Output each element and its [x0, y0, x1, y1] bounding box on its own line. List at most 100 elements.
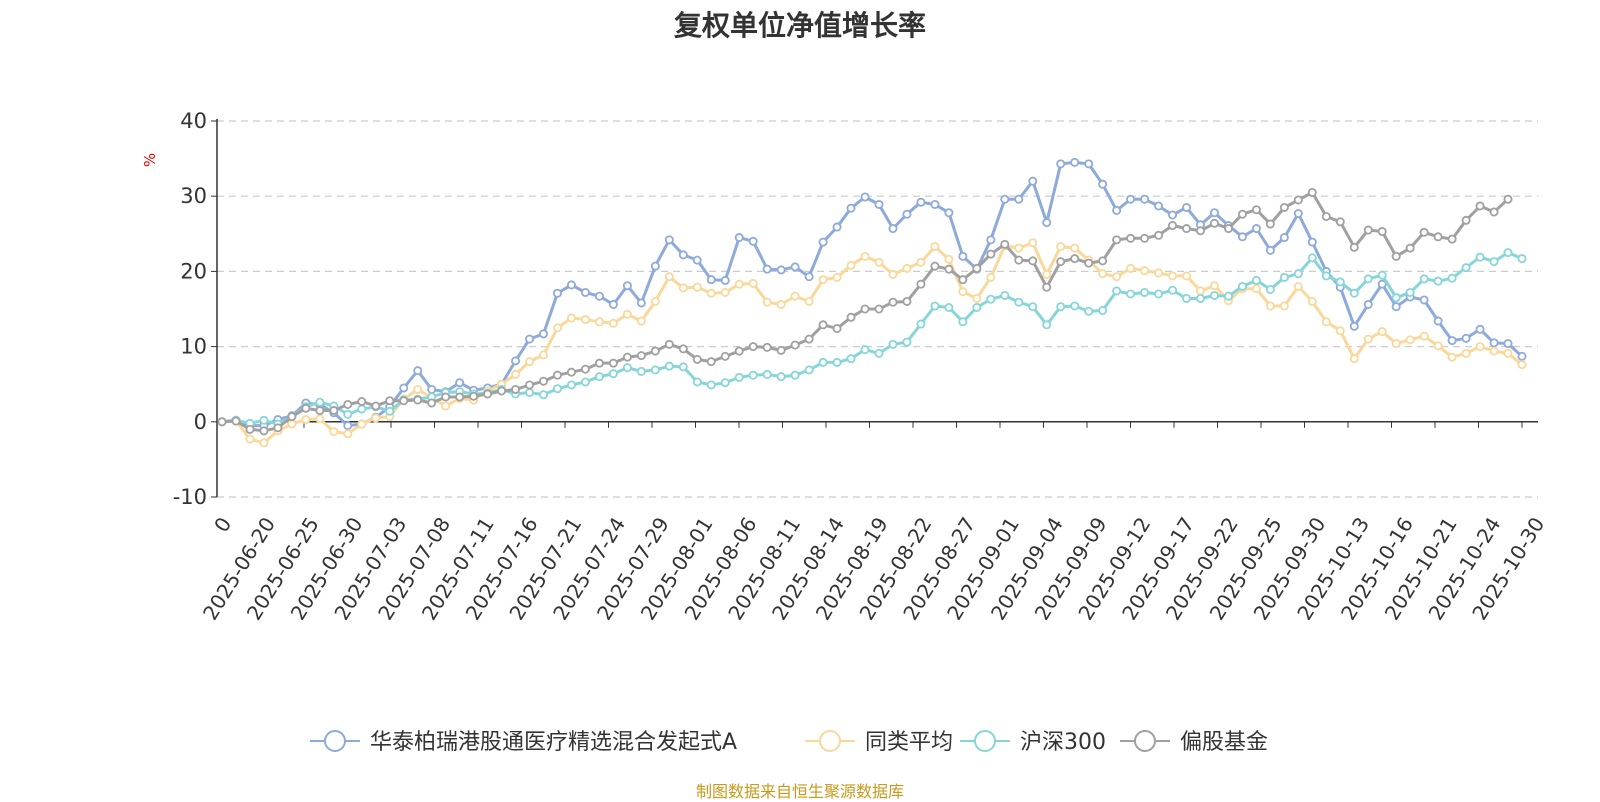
data-point — [1195, 226, 1205, 236]
data-point — [1307, 237, 1317, 247]
data-point — [650, 346, 660, 356]
data-point — [958, 317, 968, 327]
data-point — [804, 296, 814, 306]
data-point — [1503, 339, 1513, 349]
data-point — [1056, 257, 1066, 267]
data-point — [692, 255, 702, 265]
data-point — [1447, 336, 1457, 346]
data-point — [1447, 273, 1457, 283]
data-point — [1223, 224, 1233, 234]
data-point — [1419, 295, 1429, 305]
data-point — [720, 378, 730, 388]
data-point — [511, 356, 521, 366]
data-point — [692, 354, 702, 364]
data-point — [972, 302, 982, 312]
data-point — [1098, 269, 1108, 279]
data-point — [706, 357, 716, 367]
data-point — [1140, 266, 1150, 276]
data-point — [1419, 331, 1429, 341]
data-point — [497, 386, 507, 396]
data-point — [1195, 293, 1205, 303]
data-point — [259, 426, 269, 436]
data-point — [1195, 286, 1205, 296]
footer-source: 制图数据来自恒生聚源数据库 — [695, 782, 904, 801]
data-point — [1140, 287, 1150, 297]
data-point — [1168, 285, 1178, 295]
legend-item: 沪深300 — [960, 730, 1106, 755]
data-point — [650, 296, 660, 306]
data-point — [720, 351, 730, 361]
data-point — [1475, 342, 1485, 352]
data-point — [1503, 194, 1513, 204]
data-point — [469, 391, 479, 401]
data-point — [776, 372, 786, 382]
data-point — [217, 417, 227, 427]
data-point — [1307, 187, 1317, 197]
data-point — [1237, 209, 1247, 219]
data-point — [1363, 299, 1373, 309]
data-point — [902, 209, 912, 219]
data-point — [1517, 360, 1527, 370]
data-point — [1461, 333, 1471, 343]
data-point — [1293, 269, 1303, 279]
data-point — [1461, 215, 1471, 225]
data-point — [580, 287, 590, 297]
data-point — [1126, 233, 1136, 243]
data-point — [762, 369, 772, 379]
data-point — [1349, 321, 1359, 331]
data-point — [1517, 254, 1527, 264]
data-point — [692, 282, 702, 292]
y-tick-label: 30 — [180, 184, 207, 208]
y-tick-label: 40 — [180, 109, 207, 133]
data-point — [1335, 217, 1345, 227]
data-point — [1363, 225, 1373, 235]
data-point — [944, 208, 954, 218]
data-point — [706, 275, 716, 285]
data-point — [1251, 205, 1261, 215]
data-point — [622, 281, 632, 291]
data-point — [664, 272, 674, 282]
data-point — [734, 279, 744, 289]
data-point — [1363, 334, 1373, 344]
data-point — [706, 380, 716, 390]
data-point — [1433, 276, 1443, 286]
data-point — [734, 346, 744, 356]
data-point — [1475, 201, 1485, 211]
data-point — [1168, 271, 1178, 281]
data-point — [511, 384, 521, 394]
data-point — [930, 199, 940, 209]
data-point — [664, 235, 674, 245]
data-point — [958, 287, 968, 297]
data-point — [594, 317, 604, 327]
data-point — [1084, 258, 1094, 268]
data-point — [580, 315, 590, 325]
data-point — [1168, 221, 1178, 231]
data-point — [804, 334, 814, 344]
data-point — [552, 370, 562, 380]
data-point — [636, 351, 646, 361]
data-point — [343, 400, 353, 410]
series-line — [221, 160, 1524, 428]
data-point — [455, 392, 465, 402]
data-point — [1321, 212, 1331, 222]
data-point — [1014, 297, 1024, 307]
data-point — [566, 367, 576, 377]
data-point — [874, 348, 884, 358]
data-point — [1307, 296, 1317, 306]
data-point — [916, 279, 926, 289]
data-point — [1433, 232, 1443, 242]
data-point — [860, 251, 870, 261]
data-point — [413, 366, 423, 376]
data-point — [525, 357, 535, 367]
data-point — [287, 412, 297, 422]
data-point — [1098, 256, 1108, 266]
data-point — [1265, 245, 1275, 255]
data-point — [1154, 201, 1164, 211]
data-point — [1489, 257, 1499, 267]
chart-title: 复权单位净值增长率 — [673, 9, 926, 42]
data-point — [1265, 284, 1275, 294]
data-point — [1209, 290, 1219, 300]
data-point — [818, 237, 828, 247]
data-point — [1154, 230, 1164, 240]
